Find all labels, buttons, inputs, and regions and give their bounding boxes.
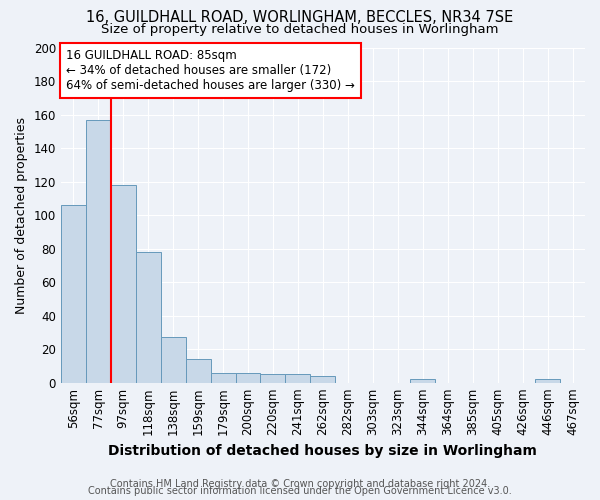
Bar <box>286 374 310 382</box>
X-axis label: Distribution of detached houses by size in Worlingham: Distribution of detached houses by size … <box>109 444 538 458</box>
Bar <box>310 376 335 382</box>
Bar <box>236 372 260 382</box>
Bar <box>111 185 136 382</box>
Y-axis label: Number of detached properties: Number of detached properties <box>15 116 28 314</box>
Text: Contains public sector information licensed under the Open Government Licence v3: Contains public sector information licen… <box>88 486 512 496</box>
Bar <box>86 120 111 382</box>
Bar <box>61 205 86 382</box>
Bar <box>260 374 286 382</box>
Bar <box>410 380 435 382</box>
Text: 16 GUILDHALL ROAD: 85sqm
← 34% of detached houses are smaller (172)
64% of semi-: 16 GUILDHALL ROAD: 85sqm ← 34% of detach… <box>66 49 355 92</box>
Text: Size of property relative to detached houses in Worlingham: Size of property relative to detached ho… <box>101 22 499 36</box>
Bar <box>161 338 185 382</box>
Bar <box>535 380 560 382</box>
Bar <box>185 359 211 382</box>
Bar <box>211 372 236 382</box>
Text: Contains HM Land Registry data © Crown copyright and database right 2024.: Contains HM Land Registry data © Crown c… <box>110 479 490 489</box>
Bar <box>136 252 161 382</box>
Text: 16, GUILDHALL ROAD, WORLINGHAM, BECCLES, NR34 7SE: 16, GUILDHALL ROAD, WORLINGHAM, BECCLES,… <box>86 10 514 25</box>
